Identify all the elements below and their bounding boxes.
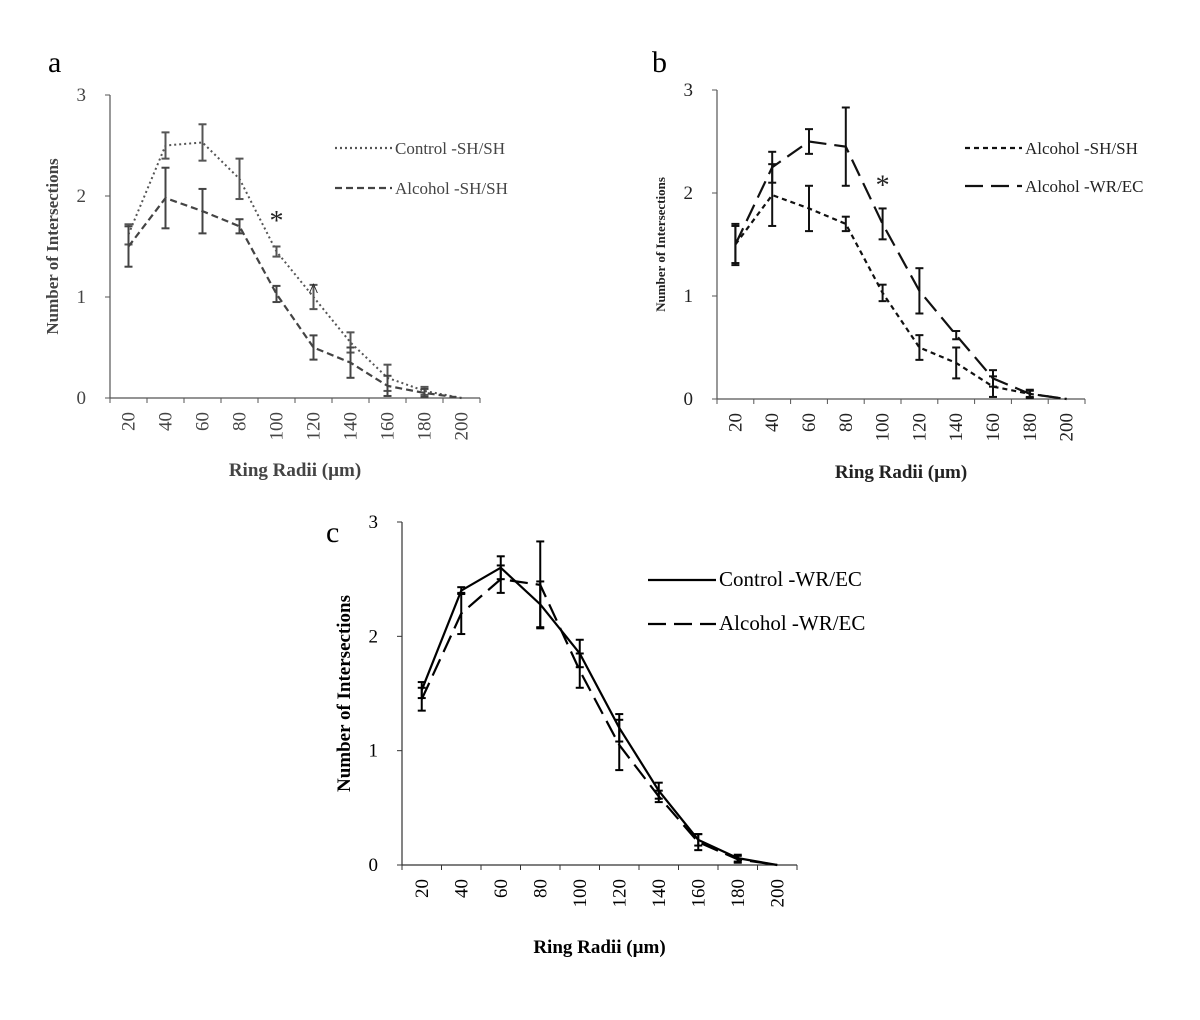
x-tick-label: 200	[1057, 413, 1078, 442]
x-axis-title: Ring Radii (µm)	[533, 937, 665, 958]
y-tick-label: 2	[684, 183, 694, 204]
x-tick-label: 20	[725, 413, 746, 432]
significance-marker: ^	[309, 280, 319, 302]
x-tick-label: 180	[728, 879, 749, 908]
y-tick-label: 0	[369, 855, 379, 876]
series-line	[127, 196, 462, 400]
x-tick-label: 160	[983, 413, 1004, 442]
series-line	[734, 140, 1067, 401]
y-axis-title: Number of Intersections	[334, 595, 355, 792]
significance-marker: *	[876, 171, 890, 202]
x-tick-label: 100	[570, 879, 591, 908]
x-tick-label: 140	[946, 413, 967, 442]
x-tick-label: 140	[649, 879, 670, 908]
series-1	[417, 555, 778, 867]
legend-label: Control -SH/SH	[395, 139, 505, 158]
panel-c: c 0 1 2 3 20 40 60 80 100 120 140 160 180 200 Ring Radi…	[326, 512, 865, 958]
x-tick-label: 20	[119, 412, 140, 431]
panel-a: a 0 1 2 3 20 40 60 80 100 120 140 160 180 200 Ring Radi…	[43, 46, 508, 481]
series-2	[124, 166, 462, 400]
x-tick-label: 80	[530, 879, 551, 898]
series-line	[127, 141, 462, 399]
x-tick-label: 120	[304, 412, 325, 441]
legend-label: Alcohol -SH/SH	[1025, 139, 1138, 158]
series-line	[420, 578, 778, 867]
legend-label: Alcohol -SH/SH	[395, 179, 508, 198]
x-tick-label: 40	[762, 413, 783, 432]
y-tick-label: 1	[369, 741, 379, 762]
y-tick-label: 0	[684, 389, 694, 410]
x-tick-label: 120	[909, 413, 930, 442]
x-tick-label: 200	[452, 412, 473, 441]
y-axis-title: Number of Intersections	[43, 158, 62, 335]
series-1	[731, 163, 1067, 401]
x-tick-label: 20	[412, 879, 433, 898]
legend-label: Alcohol -WR/EC	[719, 611, 865, 635]
series-2	[417, 540, 778, 867]
series-line	[734, 193, 1067, 401]
x-tick-label: 100	[267, 412, 288, 441]
series-1	[124, 123, 462, 399]
x-tick-label: 60	[193, 412, 214, 431]
y-tick-label: 3	[369, 512, 379, 533]
x-tick-label: 80	[836, 413, 857, 432]
legend-label: Control -WR/EC	[719, 567, 862, 591]
x-tick-label: 180	[415, 412, 436, 441]
panel-letter: a	[48, 46, 61, 79]
significance-marker: *	[270, 206, 284, 237]
x-axis-title: Ring Radii (µm)	[229, 460, 361, 481]
y-tick-label: 1	[77, 287, 87, 308]
y-tick-label: 3	[684, 80, 694, 101]
x-tick-label: 140	[341, 412, 362, 441]
x-tick-label: 80	[230, 412, 251, 431]
x-tick-label: 160	[688, 879, 709, 908]
x-tick-label: 40	[156, 412, 177, 431]
y-tick-label: 2	[369, 626, 379, 647]
x-axis-title: Ring Radii (µm)	[835, 462, 967, 483]
y-tick-label: 2	[77, 186, 87, 207]
x-tick-label: 180	[1020, 413, 1041, 442]
y-tick-label: 1	[684, 286, 694, 307]
series-line	[420, 566, 778, 867]
series-2	[731, 106, 1067, 401]
x-tick-label: 160	[378, 412, 399, 441]
x-tick-label: 200	[767, 879, 788, 908]
panel-letter: b	[652, 46, 667, 79]
y-tick-label: 0	[77, 388, 87, 409]
x-tick-label: 120	[609, 879, 630, 908]
legend-label: Alcohol -WR/EC	[1025, 177, 1144, 196]
x-tick-label: 100	[873, 413, 894, 442]
y-tick-label: 3	[77, 85, 87, 106]
panel-letter: c	[326, 516, 339, 549]
x-tick-label: 60	[491, 879, 512, 898]
y-axis-title: Number of Intersections	[653, 177, 668, 312]
x-tick-label: 60	[799, 413, 820, 432]
x-tick-label: 40	[451, 879, 472, 898]
panel-b: b 0 1 2 3 20 40 60 80 100 120 140 160 180 200 Ring Radi…	[652, 46, 1144, 483]
